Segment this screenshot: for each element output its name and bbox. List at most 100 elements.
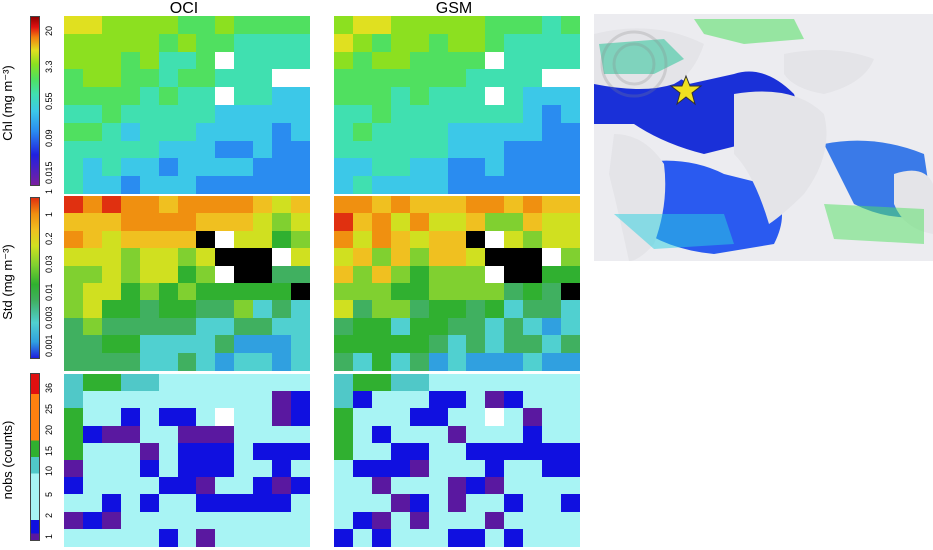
heatmap-cell — [542, 352, 562, 371]
heatmap-cell — [234, 122, 254, 141]
heatmap-cell — [64, 248, 83, 267]
heatmap-cell — [466, 140, 486, 159]
heatmap-cell — [504, 122, 524, 141]
heatmap-cell — [334, 425, 353, 444]
heatmap-cell — [390, 176, 410, 195]
heatmap-cell — [120, 87, 140, 106]
heatmap-cell — [139, 460, 159, 478]
heatmap-cell — [523, 300, 543, 319]
heatmap-cell — [253, 374, 273, 392]
heatmap-cell — [291, 477, 311, 496]
heatmap-cell — [120, 317, 140, 336]
heatmap-cell — [523, 391, 543, 410]
heatmap-cell — [390, 122, 410, 141]
heatmap-cell — [120, 528, 140, 547]
heatmap-cell — [485, 477, 505, 496]
heatmap-cell — [101, 528, 121, 547]
heatmap-cell — [334, 352, 353, 371]
heatmap-cell — [120, 69, 140, 88]
heatmap-cell — [120, 425, 140, 444]
colorbar-tick-label: 10 — [44, 466, 54, 477]
heatmap-cell — [390, 374, 410, 392]
heatmap-cell — [158, 494, 178, 513]
heatmap-cell — [291, 248, 311, 267]
heatmap-cell — [542, 335, 562, 354]
heatmap-cell — [447, 158, 467, 177]
heatmap-cell — [428, 213, 448, 232]
heatmap-cell — [390, 391, 410, 410]
heatmap-cell — [291, 511, 311, 530]
heatmap-cell — [120, 248, 140, 267]
heatmap-cell — [82, 460, 102, 478]
heatmap-cell — [234, 317, 254, 336]
heatmap-cell — [215, 391, 235, 410]
heatmap-cell — [158, 248, 178, 267]
heatmap-cell — [561, 176, 581, 195]
coastal-bloom-arctic — [694, 19, 804, 44]
heatmap-cell — [447, 248, 467, 267]
heatmap-cell — [466, 477, 486, 496]
colorbar-tick-label: 0.03 — [44, 255, 54, 273]
heatmap-cell — [447, 352, 467, 371]
heatmap-cell — [215, 33, 235, 52]
heatmap-cell — [196, 300, 216, 319]
heatmap-cell — [390, 69, 410, 88]
heatmap-cell — [291, 283, 311, 301]
heatmap-cell — [120, 442, 140, 461]
heatmap-cell — [253, 265, 273, 284]
heatmap-cell — [272, 425, 292, 444]
heatmap-cell — [120, 511, 140, 530]
heatmap-cell — [334, 477, 353, 496]
colorbar-tick-label: 15 — [44, 445, 54, 456]
heatmap-cell — [371, 442, 391, 461]
heatmap-cell — [504, 213, 524, 232]
heatmap-cell — [234, 158, 254, 177]
global-chlorophyll-map — [594, 14, 933, 261]
heatmap-cell — [409, 33, 429, 52]
heatmap-cell — [542, 425, 562, 444]
heatmap-cell — [428, 528, 448, 547]
heatmap-cell — [466, 158, 486, 177]
heatmap-cell — [504, 442, 524, 461]
heatmap-cell — [523, 511, 543, 530]
heatmap-cell — [523, 460, 543, 478]
heatmap-cell — [139, 33, 159, 52]
heatmap-cell — [371, 477, 391, 496]
heatmap-cell — [542, 213, 562, 232]
heatmap-cell — [215, 51, 235, 70]
heatmap-cell — [101, 87, 121, 106]
heatmap-cell — [215, 494, 235, 513]
heatmap-cell — [447, 122, 467, 141]
colorbar-tick-label: 0.001 — [44, 334, 54, 357]
heatmap-cell — [334, 33, 353, 52]
heatmap-cell — [139, 283, 159, 301]
heatmap-cell — [390, 283, 410, 301]
heatmap-cell — [291, 230, 311, 249]
heatmap-cell — [177, 87, 197, 106]
heatmap-cell — [82, 528, 102, 547]
heatmap-cell — [542, 122, 562, 141]
land-europe — [784, 50, 874, 94]
heatmap-cell — [523, 248, 543, 267]
heatmap-cell — [485, 408, 505, 427]
heatmap-cell — [272, 391, 292, 410]
heatmap-cell — [447, 511, 467, 530]
heatmap-cell — [234, 33, 254, 52]
heatmap-cell — [139, 140, 159, 159]
heatmap-cell — [447, 477, 467, 496]
heatmap-cell — [428, 352, 448, 371]
heatmap-cell — [120, 352, 140, 371]
colorbar-tick-label: 36 — [44, 382, 54, 393]
title-oci: OCI — [169, 0, 199, 17]
heatmap-cell — [291, 374, 311, 392]
heatmap-cell — [334, 511, 353, 530]
heatmap-cell — [561, 213, 581, 232]
heatmap-cell — [120, 122, 140, 141]
heatmap-cell — [64, 176, 83, 195]
heatmap-cell — [523, 122, 543, 141]
heatmap-cell — [177, 317, 197, 336]
heatmap-cell — [196, 425, 216, 444]
heatmap-cell — [561, 105, 581, 123]
heatmap-cell — [466, 317, 486, 336]
heatmap-cell — [291, 16, 311, 34]
